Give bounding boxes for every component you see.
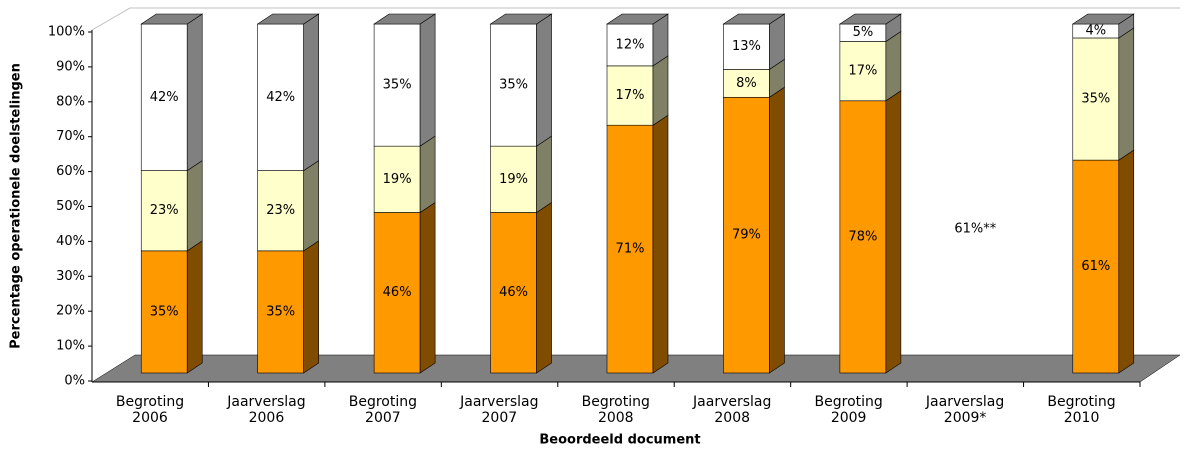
bar-side xyxy=(769,86,785,374)
value-label: 71% xyxy=(616,242,645,257)
bar-top xyxy=(373,13,437,25)
bar-top xyxy=(140,13,204,25)
bar-side xyxy=(419,201,436,374)
bar-side xyxy=(536,201,552,374)
y-tick-label: 70% xyxy=(56,129,85,144)
bar-side xyxy=(303,160,319,252)
value-label: 12% xyxy=(616,37,645,52)
x-tick-label: Jaarverslag 2007 xyxy=(460,394,539,426)
value-label: 35% xyxy=(150,304,179,319)
y-tick-label: 20% xyxy=(56,304,85,319)
y-tick-label: 80% xyxy=(56,94,85,109)
bar-side xyxy=(186,160,203,252)
value-label: 35% xyxy=(383,78,412,93)
x-tick-label: Begroting 2006 xyxy=(115,394,185,426)
value-label: 61% xyxy=(1081,259,1110,274)
y-tick-label: 60% xyxy=(56,164,85,179)
bar-front xyxy=(140,250,188,374)
x-axis-title: Beoordeeld document xyxy=(539,433,700,448)
y-tick-label: 90% xyxy=(56,59,85,74)
bar-side xyxy=(1118,149,1135,374)
y-axis-title: Percentage operationele doelstelingen xyxy=(9,63,24,349)
bar-side xyxy=(186,240,203,374)
bar-front xyxy=(490,212,537,374)
x-tick-label: Jaarverslag 2009* xyxy=(925,394,1005,426)
bar-side xyxy=(536,13,552,147)
bar-side xyxy=(536,135,552,214)
bar-front xyxy=(723,23,770,70)
y-tick-label: 0% xyxy=(64,374,85,389)
annotation: 61%** xyxy=(954,222,996,237)
value-label: 79% xyxy=(732,228,761,243)
bar-side xyxy=(419,13,436,147)
value-label: 19% xyxy=(383,172,412,187)
value-label: 17% xyxy=(848,64,877,79)
bar-top xyxy=(256,13,320,25)
value-label: 35% xyxy=(499,78,528,93)
x-tick-label: Begroting 2010 xyxy=(1047,394,1116,426)
bar-front xyxy=(490,145,537,213)
x-tick-label: Begroting 2007 xyxy=(348,394,417,426)
value-label: 19% xyxy=(499,172,528,187)
bar-front xyxy=(723,69,770,98)
bar-front xyxy=(257,170,304,252)
bar-front xyxy=(1072,37,1120,161)
bar-side xyxy=(1118,27,1135,161)
value-label: 8% xyxy=(736,76,757,91)
bar-front xyxy=(839,41,887,102)
bar-front xyxy=(257,23,304,171)
value-label: 42% xyxy=(266,90,295,105)
y-tick-label: 40% xyxy=(56,234,85,249)
value-label: 78% xyxy=(848,229,877,244)
x-tick-label: Jaarverslag 2008 xyxy=(693,394,772,426)
y-tick-label: 10% xyxy=(56,339,85,354)
x-tick-label: Jaarverslag 2006 xyxy=(227,394,306,426)
y-tick-label: 30% xyxy=(56,269,85,284)
bar-side xyxy=(419,135,436,214)
bar-side xyxy=(303,240,319,374)
bar-side xyxy=(652,114,669,374)
bar-side xyxy=(303,13,319,172)
bar-side xyxy=(652,55,669,126)
value-label: 35% xyxy=(1081,92,1110,107)
bar-front xyxy=(606,124,654,374)
value-label: 4% xyxy=(1085,23,1106,38)
value-label: 17% xyxy=(616,88,645,103)
value-label: 35% xyxy=(266,304,295,319)
value-label: 5% xyxy=(853,25,874,40)
bar-front xyxy=(373,145,421,213)
bar-front xyxy=(373,23,421,147)
bar-top xyxy=(489,13,553,25)
y-tick-label: 100% xyxy=(48,25,85,40)
bar-front xyxy=(606,65,654,126)
value-label: 23% xyxy=(150,203,179,218)
value-label: 46% xyxy=(499,285,528,300)
bar-top xyxy=(838,13,902,25)
value-label: 13% xyxy=(732,39,761,54)
bar-front xyxy=(723,96,770,374)
bar-side xyxy=(885,30,902,102)
bar-front xyxy=(490,23,537,147)
bar-top xyxy=(606,13,669,25)
bar-top xyxy=(1071,13,1135,25)
bar-front xyxy=(373,212,421,374)
value-label: 46% xyxy=(383,285,412,300)
bar-side xyxy=(885,90,902,374)
bar-side xyxy=(186,13,203,172)
x-tick-label: Begroting 2008 xyxy=(581,394,650,426)
y-tick-label: 50% xyxy=(56,199,85,214)
value-label: 42% xyxy=(150,90,179,105)
x-tick-label: Begroting 2009 xyxy=(814,394,883,426)
value-label: 23% xyxy=(266,203,295,218)
bar-top xyxy=(722,13,786,25)
